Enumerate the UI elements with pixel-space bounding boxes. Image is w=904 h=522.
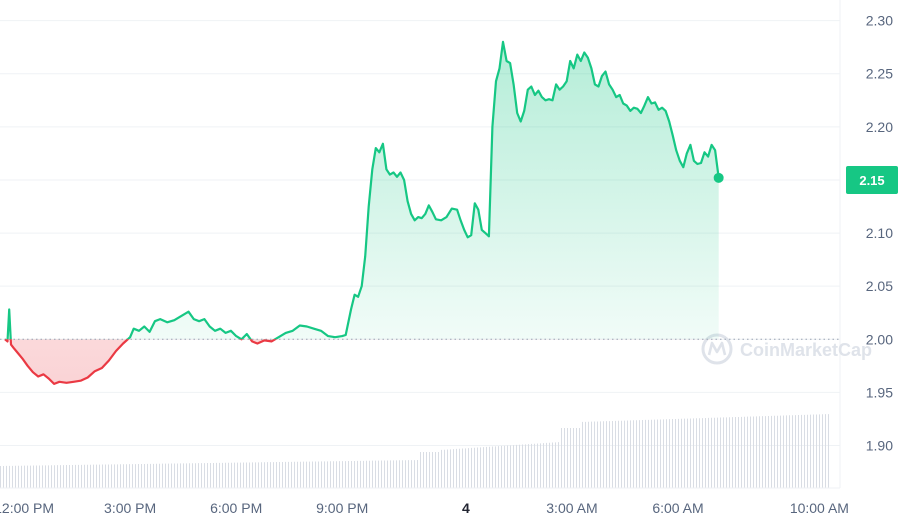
x-tick-label: 6:00 AM — [652, 500, 703, 516]
area-below-baseline — [5, 339, 719, 384]
y-tick-label: 2.20 — [866, 119, 893, 135]
x-tick-label: 4 — [462, 500, 470, 516]
x-tick-label: 3:00 AM — [546, 500, 597, 516]
area-fill-up — [7, 41, 719, 340]
x-tick-label: 10:00 AM — [790, 500, 849, 516]
y-tick-label: 2.25 — [866, 66, 893, 82]
last-price-label: 2.15 — [859, 173, 884, 188]
x-tick-label: 12:00 PM — [0, 500, 54, 516]
y-tick-label: 2.30 — [866, 13, 893, 29]
area-above-baseline — [7, 41, 719, 340]
last-price-dot — [713, 172, 724, 183]
y-axis: 2.302.252.202.152.102.052.001.951.90 — [866, 13, 893, 454]
price-line-up — [5, 40, 720, 340]
y-tick-label: 1.90 — [866, 438, 893, 454]
x-tick-label: 9:00 PM — [316, 500, 368, 516]
volume-bars — [0, 414, 829, 488]
area-fill-down — [5, 339, 719, 384]
price-line-up-path — [5, 40, 720, 340]
watermark-text: CoinMarketCap — [740, 340, 872, 360]
y-tick-label: 2.05 — [866, 278, 893, 294]
y-tick-label: 2.10 — [866, 225, 893, 241]
y-tick-label: 1.95 — [866, 384, 893, 400]
last-price-badge: 2.15 — [846, 165, 898, 194]
x-axis: 12:00 PM 3:00 PM 6:00 PM 9:00 PM 4 3:00 AM 6:0… — [0, 487, 849, 516]
x-tick-label: 6:00 PM — [210, 500, 262, 516]
x-tick-label: 3:00 PM — [104, 500, 156, 516]
y-tick-label: 2.00 — [866, 331, 893, 347]
